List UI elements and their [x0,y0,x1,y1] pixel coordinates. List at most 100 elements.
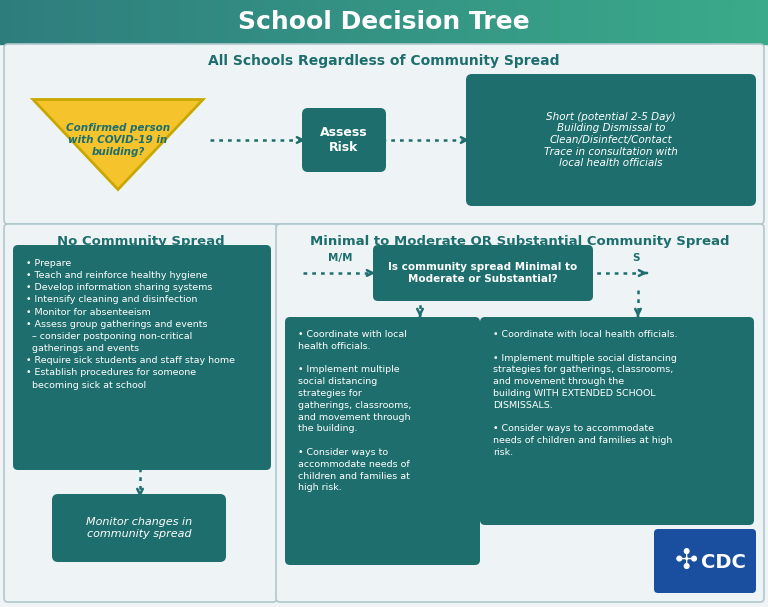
Bar [273,0,277,44]
Polygon shape [33,100,203,189]
Bar [495,0,500,44]
Bar [553,0,558,44]
Bar [472,0,477,44]
Bar [411,0,415,44]
Bar [680,0,684,44]
Bar [23,0,28,44]
Text: • Prepare
• Teach and reinforce healthy hygiene
• Develop information sharing sy: • Prepare • Teach and reinforce healthy … [26,259,235,390]
Bar [733,0,738,44]
Bar [745,0,750,44]
Bar [561,0,565,44]
Bar [641,0,646,44]
Bar [522,0,527,44]
Bar [614,0,619,44]
Bar [449,0,454,44]
Bar [372,0,377,44]
Bar [603,0,607,44]
Bar [541,0,546,44]
Bar [564,0,569,44]
Bar [538,0,542,44]
Bar [88,0,93,44]
Bar [165,0,170,44]
Bar [215,0,220,44]
Bar [664,0,669,44]
Bar [438,0,442,44]
Bar [180,0,185,44]
Bar [580,0,584,44]
Bar [96,0,101,44]
Bar [380,0,385,44]
Bar [584,0,588,44]
Bar [557,0,561,44]
Bar [58,0,62,44]
Bar [399,0,404,44]
Bar [280,0,285,44]
Bar [38,0,43,44]
Bar [703,0,707,44]
Bar [27,0,31,44]
Bar [626,0,631,44]
Text: Assess
Risk: Assess Risk [320,126,368,154]
Text: Monitor changes in
community spread: Monitor changes in community spread [86,517,192,539]
Bar [61,0,66,44]
Bar [388,0,392,44]
Bar [507,0,511,44]
Text: School Decision Tree: School Decision Tree [238,10,530,34]
Bar [503,0,508,44]
Bar [31,0,35,44]
Text: • Coordinate with local
health officials.

• Implement multiple
social distancin: • Coordinate with local health officials… [298,330,412,492]
Text: Is community spread Minimal to
Moderate or Substantial?: Is community spread Minimal to Moderate … [389,262,578,284]
Bar [50,0,55,44]
Bar [442,0,446,44]
FancyBboxPatch shape [285,317,480,565]
Bar [269,0,273,44]
Bar [384,0,389,44]
Bar [288,0,293,44]
Bar [515,0,519,44]
Bar [726,0,730,44]
Bar [576,0,581,44]
FancyBboxPatch shape [373,245,593,301]
Bar [361,0,366,44]
Bar [342,0,346,44]
Bar [760,0,765,44]
Text: Minimal to Moderate OR Substantial Community Spread: Minimal to Moderate OR Substantial Commu… [310,236,730,248]
Bar [15,0,20,44]
Bar [422,0,427,44]
Bar [319,0,323,44]
Bar [35,0,39,44]
Bar [357,0,362,44]
FancyBboxPatch shape [654,529,756,593]
Bar [326,0,331,44]
Bar [737,0,742,44]
Bar [511,0,515,44]
Bar [618,0,623,44]
Bar [476,0,481,44]
Bar [307,0,312,44]
Bar [12,0,16,44]
Bar [276,0,281,44]
Bar [718,0,723,44]
Bar [445,0,450,44]
Bar [42,0,47,44]
Bar [54,0,58,44]
Bar [134,0,139,44]
Bar [534,0,538,44]
Bar [764,0,768,44]
FancyBboxPatch shape [480,317,754,525]
Bar [108,0,112,44]
Bar [461,0,465,44]
Bar [480,0,485,44]
Bar [169,0,174,44]
Bar [92,0,97,44]
Bar [607,0,611,44]
Bar [46,0,51,44]
Bar [315,0,319,44]
Bar [687,0,692,44]
Text: • Coordinate with local health officials.

• Implement multiple social distancin: • Coordinate with local health officials… [493,330,677,457]
Bar [468,0,473,44]
Bar [695,0,700,44]
Bar [19,0,24,44]
Bar [611,0,615,44]
Bar [637,0,642,44]
